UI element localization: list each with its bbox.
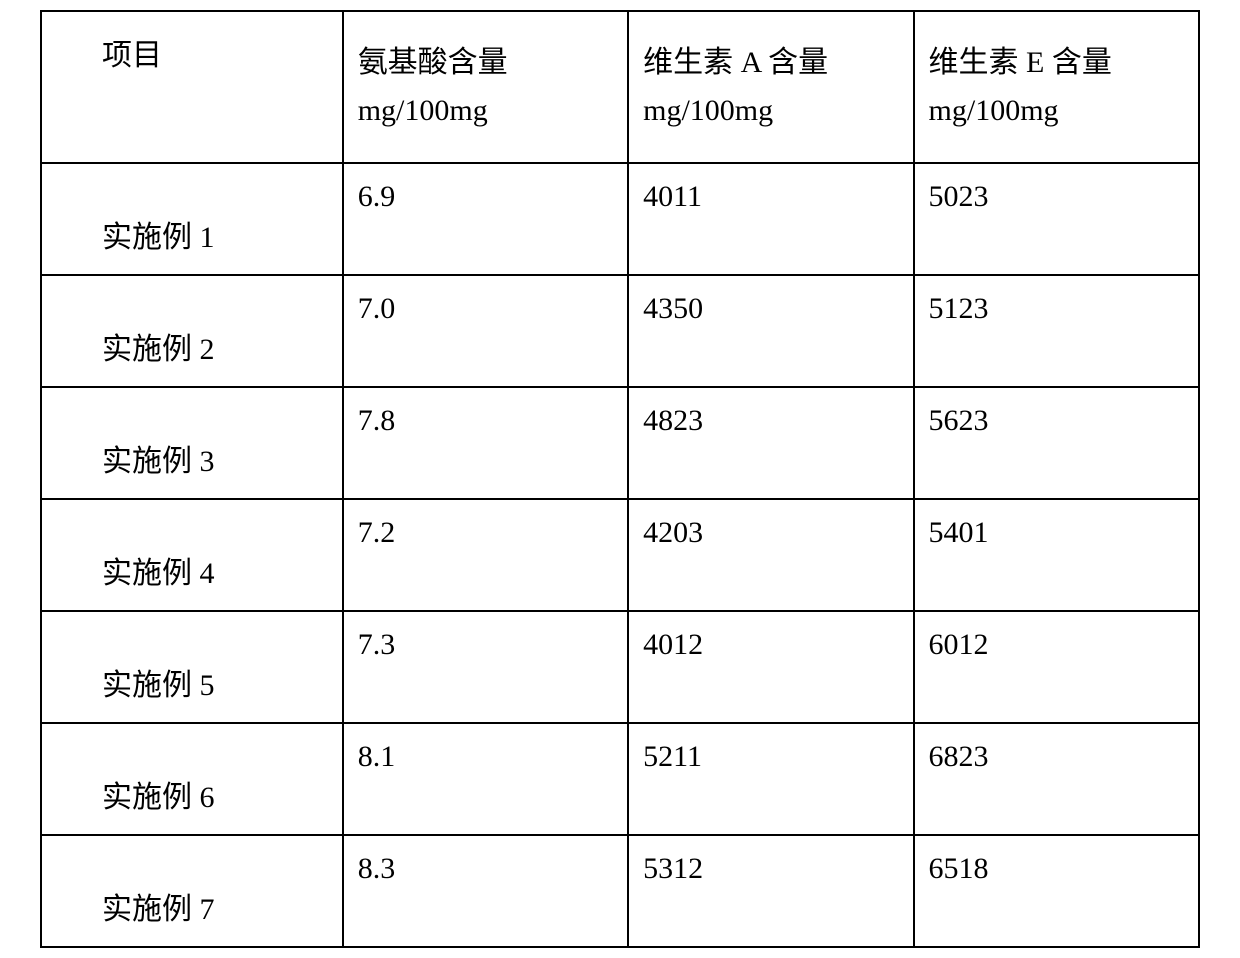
cell-amino: 7.8 (343, 387, 628, 499)
header-label: 维生素 E 含量 (929, 39, 1184, 87)
header-amino: 氨基酸含量 mg/100mg (343, 11, 628, 163)
cell-vite: 6012 (914, 611, 1199, 723)
cell-vite: 5023 (914, 163, 1199, 275)
cell-amino: 7.2 (343, 499, 628, 611)
header-vite: 维生素 E 含量 mg/100mg (914, 11, 1199, 163)
header-label: 维生素 A 含量 (643, 39, 898, 87)
cell-vita: 4011 (628, 163, 913, 275)
row-name: 实施例 4 (41, 499, 343, 611)
cell-amino: 8.1 (343, 723, 628, 835)
table-row: 实施例 5 7.3 4012 6012 (41, 611, 1199, 723)
cell-amino: 7.3 (343, 611, 628, 723)
table-container: 项目 氨基酸含量 mg/100mg 维生素 A 含量 mg/100mg 维生素 … (0, 0, 1240, 958)
row-name: 实施例 2 (41, 275, 343, 387)
cell-vite: 6518 (914, 835, 1199, 947)
row-name: 实施例 1 (41, 163, 343, 275)
cell-amino: 7.0 (343, 275, 628, 387)
header-vita: 维生素 A 含量 mg/100mg (628, 11, 913, 163)
cell-vita: 5211 (628, 723, 913, 835)
header-unit: mg/100mg (643, 87, 898, 135)
table-row: 实施例 4 7.2 4203 5401 (41, 499, 1199, 611)
row-name: 实施例 3 (41, 387, 343, 499)
cell-vite: 5123 (914, 275, 1199, 387)
table-row: 实施例 2 7.0 4350 5123 (41, 275, 1199, 387)
table-row: 实施例 6 8.1 5211 6823 (41, 723, 1199, 835)
table-row: 实施例 7 8.3 5312 6518 (41, 835, 1199, 947)
row-name: 实施例 5 (41, 611, 343, 723)
header-label: 氨基酸含量 (358, 39, 613, 87)
cell-vita: 4350 (628, 275, 913, 387)
cell-amino: 6.9 (343, 163, 628, 275)
cell-vita: 5312 (628, 835, 913, 947)
cell-vite: 5401 (914, 499, 1199, 611)
row-name: 实施例 6 (41, 723, 343, 835)
cell-vita: 4823 (628, 387, 913, 499)
table-row: 实施例 1 6.9 4011 5023 (41, 163, 1199, 275)
row-name: 实施例 7 (41, 835, 343, 947)
header-row: 项目 氨基酸含量 mg/100mg 维生素 A 含量 mg/100mg 维生素 … (41, 11, 1199, 163)
cell-vite: 5623 (914, 387, 1199, 499)
header-unit: mg/100mg (358, 87, 613, 135)
header-item: 项目 (41, 11, 343, 163)
table-row: 实施例 3 7.8 4823 5623 (41, 387, 1199, 499)
header-unit: mg/100mg (929, 87, 1184, 135)
cell-vita: 4203 (628, 499, 913, 611)
table-body: 实施例 1 6.9 4011 5023 实施例 2 7.0 4350 5123 … (41, 163, 1199, 947)
cell-vite: 6823 (914, 723, 1199, 835)
header-label: 项目 (102, 32, 328, 80)
data-table: 项目 氨基酸含量 mg/100mg 维生素 A 含量 mg/100mg 维生素 … (40, 10, 1200, 948)
cell-vita: 4012 (628, 611, 913, 723)
cell-amino: 8.3 (343, 835, 628, 947)
